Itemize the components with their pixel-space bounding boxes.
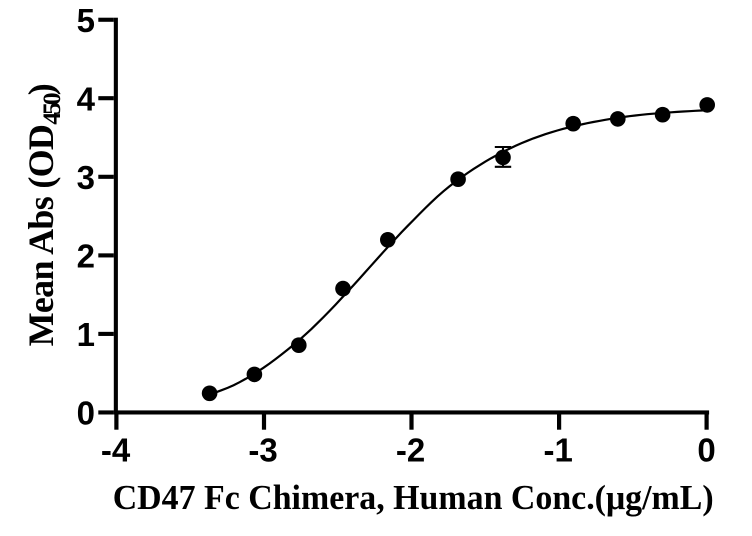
svg-text:-2: -2: [396, 432, 425, 469]
svg-text:3: 3: [77, 159, 95, 196]
svg-text:-3: -3: [248, 432, 277, 469]
svg-text:4: 4: [77, 80, 96, 117]
svg-text:0: 0: [697, 432, 715, 469]
svg-text:CD47 Fc Chimera, Human Conc.(μ: CD47 Fc Chimera, Human Conc.(μg/mL): [113, 479, 714, 517]
svg-text:0: 0: [77, 395, 95, 432]
svg-text:1: 1: [77, 316, 95, 353]
svg-text:2: 2: [77, 238, 95, 275]
svg-text:Mean Abs (OD450): Mean Abs (OD450): [21, 83, 66, 346]
svg-text:-4: -4: [101, 432, 131, 469]
svg-text:5: 5: [77, 2, 95, 39]
svg-text:-1: -1: [544, 432, 573, 469]
